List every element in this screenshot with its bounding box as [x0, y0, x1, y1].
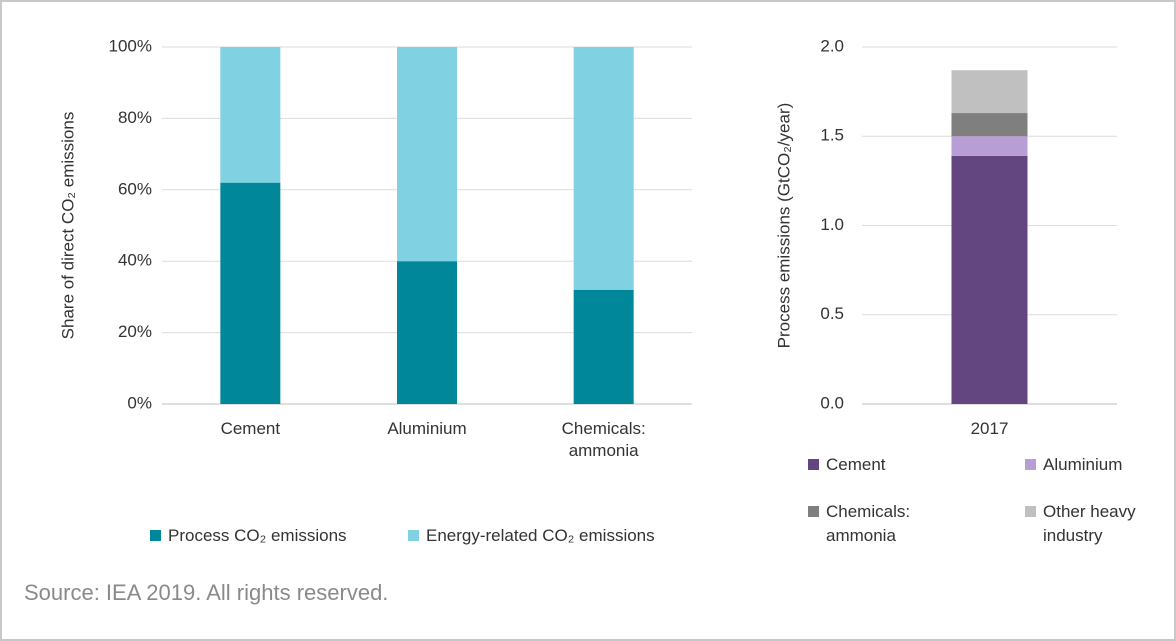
- y-tick-label: 80%: [118, 108, 152, 127]
- legend-label: Cement: [826, 455, 886, 474]
- bar-segment: [397, 261, 457, 404]
- y-tick-label: 0%: [127, 393, 152, 412]
- source-note: Source: IEA 2019. All rights reserved.: [24, 580, 389, 605]
- x-tick-label: 2017: [970, 419, 1009, 438]
- bar-segment: [220, 182, 281, 404]
- y-axis-label: Process emissions (GtCO₂/year): [774, 103, 793, 349]
- legend-label: Other heavy industry: [1043, 502, 1136, 545]
- legend-label: Energy-related CO₂ emissions: [426, 526, 655, 545]
- y-tick-label: 1.5: [820, 126, 844, 145]
- x-tick-label: Chemicals: ammonia: [561, 419, 646, 460]
- legend-swatch: [808, 459, 819, 470]
- bar-segment: [951, 155, 1028, 404]
- bar-segment: [573, 289, 634, 404]
- y-tick-label: 0.0: [820, 393, 844, 412]
- y-tick-label: 100%: [109, 36, 152, 55]
- y-tick-label: 60%: [118, 179, 152, 198]
- x-tick-label: Cement: [220, 419, 281, 438]
- bar-segment: [573, 47, 634, 290]
- legend-swatch: [808, 506, 819, 517]
- legend-item: Aluminium: [1025, 453, 1165, 477]
- legend-item: Cement: [808, 453, 988, 477]
- legend-item: Process CO₂ emissions: [150, 524, 390, 548]
- y-tick-label: 2.0: [820, 36, 844, 55]
- legend-swatch: [150, 530, 161, 541]
- bar-segment: [951, 70, 1028, 114]
- bar-segment: [397, 47, 457, 262]
- legend-label: Aluminium: [1043, 455, 1123, 474]
- y-tick-label: 40%: [118, 251, 152, 270]
- x-tick-label: Aluminium: [387, 419, 467, 438]
- legend-swatch: [1025, 506, 1036, 517]
- legend-label: Chemicals: ammonia: [826, 502, 911, 545]
- bar-segment: [220, 47, 281, 183]
- bar-segment: [951, 136, 1028, 156]
- y-tick-label: 20%: [118, 322, 152, 341]
- legend-label: Process CO₂ emissions: [168, 526, 347, 545]
- legend-item: Other heavy industry: [1025, 500, 1165, 548]
- bar-segment: [951, 113, 1028, 137]
- legend-swatch: [1025, 459, 1036, 470]
- legend-swatch: [408, 530, 419, 541]
- y-axis-label: Share of direct CO₂ emissions: [58, 112, 77, 340]
- y-tick-label: 0.5: [820, 304, 844, 323]
- legend-item: Chemicals: ammonia: [808, 500, 968, 548]
- legend-item: Energy-related CO₂ emissions: [408, 524, 708, 548]
- y-tick-label: 1.0: [820, 215, 844, 234]
